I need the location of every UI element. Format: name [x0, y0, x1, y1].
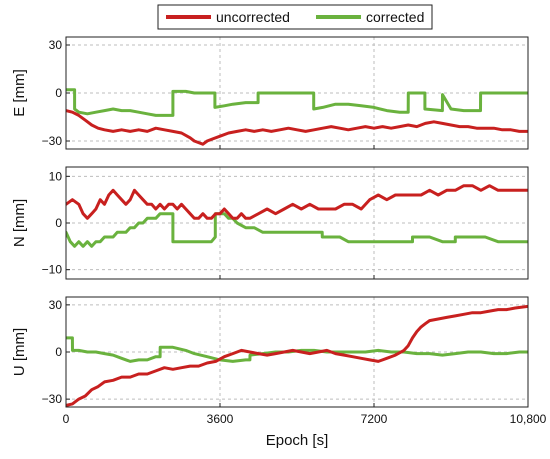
panel-0-series-corrected	[66, 88, 528, 117]
panel-1-ytick-label-2: 10	[49, 169, 63, 183]
x-axis-label: Epoch [s]	[266, 432, 329, 449]
panel-1-series-uncorrected	[66, 184, 528, 220]
panel-2-ytick-label-2: 30	[49, 298, 63, 312]
panel-2-ylabel: U [mm]	[11, 328, 28, 376]
panel-2-ytick-label-0: −30	[42, 392, 63, 406]
panel-2-xtick-label-2: 7200	[361, 412, 388, 426]
panel-0-ylabel: E [mm]	[11, 69, 28, 117]
panel-2-xtick-label-1: 3600	[207, 412, 234, 426]
panel-1-ylabel: N [mm]	[11, 199, 28, 247]
panel-1-ytick-label-0: −10	[42, 263, 63, 277]
panel-0-ytick-label-0: −30	[42, 134, 63, 148]
panel-2-series-corrected	[66, 336, 528, 363]
panel-2-xtick-label-3: 10,800	[510, 412, 547, 426]
panel-2-xtick-label-0: 0	[63, 412, 70, 426]
panel-0-series-uncorrected	[66, 109, 528, 146]
panel-1-ytick-label-1: 0	[55, 216, 62, 230]
legend-label-corrected: corrected	[366, 9, 424, 25]
panel-0-ytick-label-1: 0	[55, 86, 62, 100]
legend-label-uncorrected: uncorrected	[216, 9, 290, 25]
panel-1-series-corrected	[66, 212, 528, 248]
panel-0: −30 0 30 E [mm]	[11, 36, 529, 150]
panel-1: −10 0 10 N [mm]	[11, 166, 529, 280]
legend: uncorrected corrected	[157, 4, 433, 30]
panel-2-series-uncorrected	[66, 304, 528, 407]
panel-0-ytick-label-2: 30	[49, 38, 63, 52]
panel-2-ytick-label-1: 0	[55, 345, 62, 359]
